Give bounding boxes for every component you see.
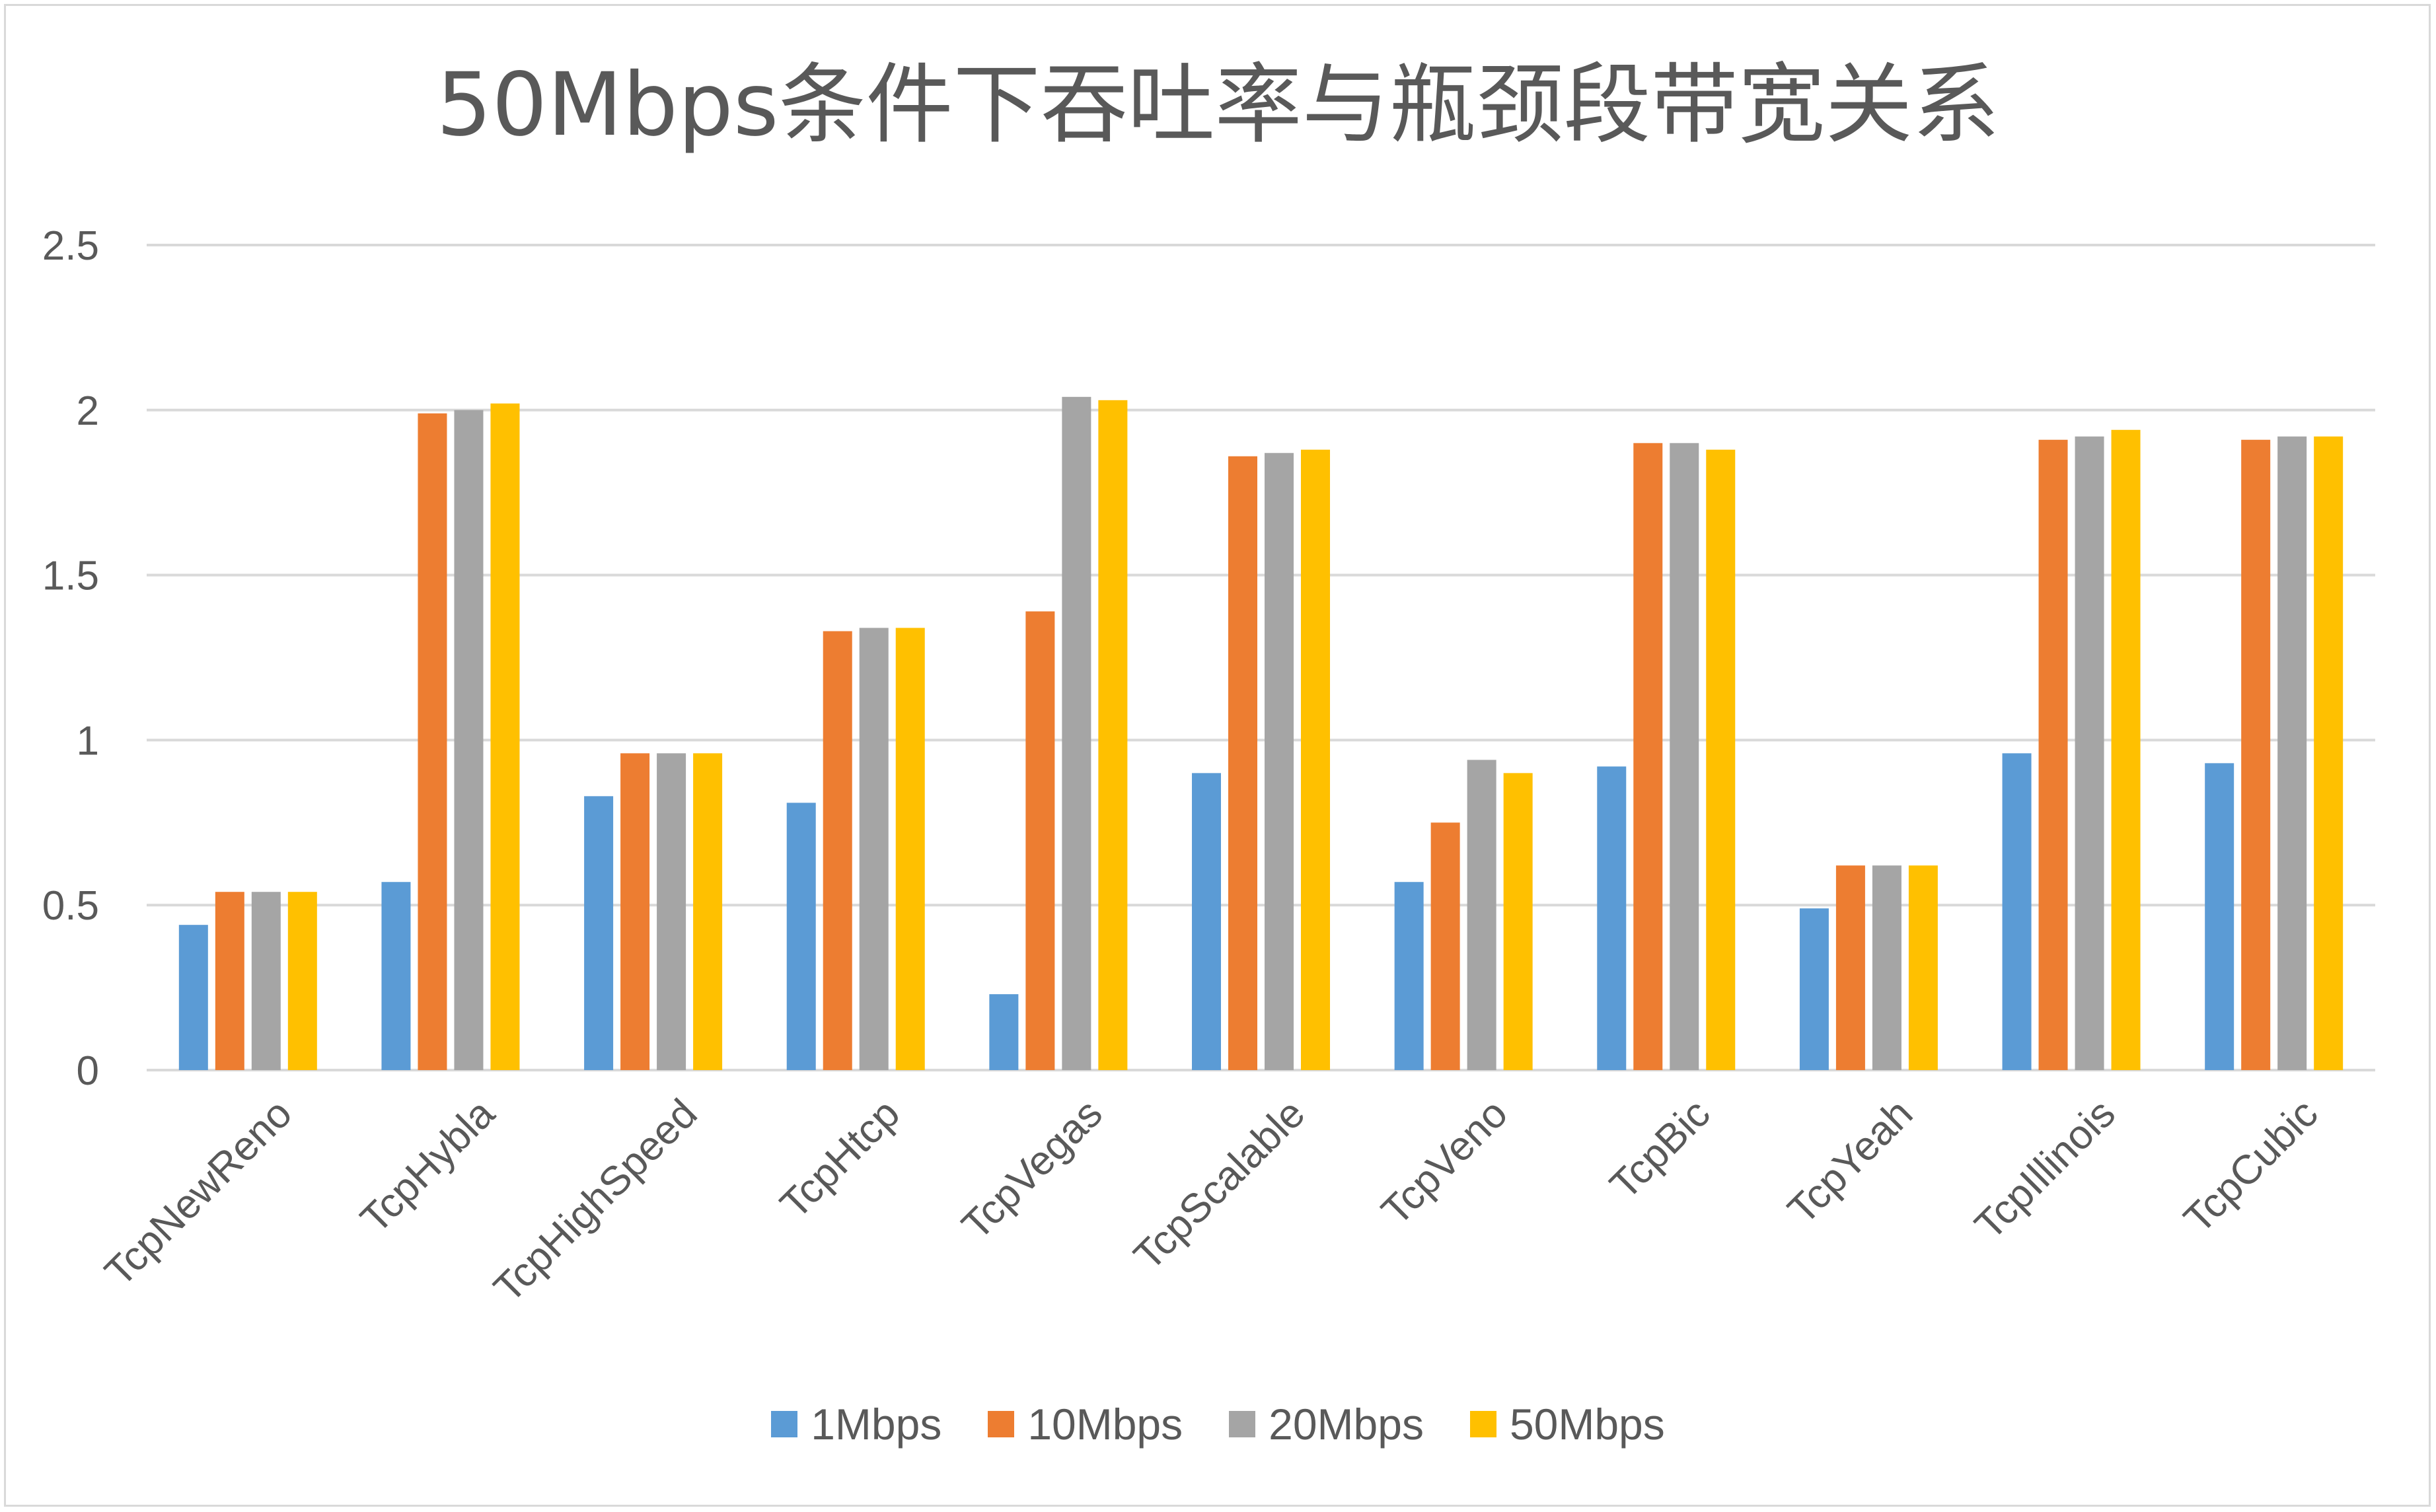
bar-20Mbps-TcpHybla xyxy=(454,410,484,1070)
bar-50Mbps-TcpHighSpeed xyxy=(693,753,723,1070)
legend-swatch xyxy=(1469,1411,1496,1437)
legend-swatch xyxy=(771,1411,798,1437)
bar-1Mbps-TcpVegas xyxy=(989,994,1019,1070)
bar-20Mbps-TcpNewReno xyxy=(251,892,281,1070)
x-tick-label: TcpBic xyxy=(1602,1091,1719,1208)
y-tick-label: 2.5 xyxy=(42,223,99,269)
x-tick-label: TcpCubic xyxy=(2175,1091,2326,1242)
legend-item: 20Mbps xyxy=(1229,1399,1424,1449)
bar-20Mbps-TcpIllinois xyxy=(2075,436,2104,1070)
y-axis-ticks: 0 0.5 1 1.5 2 2.5 xyxy=(42,223,99,1094)
bar-20Mbps-TcpVeno xyxy=(1467,760,1496,1070)
chart-legend: 1Mbps 10Mbps 20Mbps 50Mbps xyxy=(0,1399,2436,1449)
legend-item: 10Mbps xyxy=(988,1399,1183,1449)
bar-1Mbps-TcpHighSpeed xyxy=(584,796,614,1070)
bars xyxy=(178,396,2344,1070)
legend-label: 20Mbps xyxy=(1269,1400,1424,1449)
x-tick-label: TcpIllinois xyxy=(1966,1091,2124,1248)
bar-10Mbps-TcpYeah xyxy=(1835,865,1865,1070)
bar-1Mbps-TcpCubic xyxy=(2205,763,2234,1070)
bar-50Mbps-TcpNewReno xyxy=(287,892,317,1070)
bar-1Mbps-TcpBic xyxy=(1597,766,1627,1070)
bar-1Mbps-TcpIllinois xyxy=(2002,753,2032,1070)
bar-1Mbps-TcpHybla xyxy=(381,882,411,1070)
legend-item: 1Mbps xyxy=(771,1399,941,1449)
bar-50Mbps-TcpVeno xyxy=(1503,773,1533,1070)
x-tick-label: TcpHighSpeed xyxy=(486,1091,706,1311)
y-tick-label: 0.5 xyxy=(42,883,99,929)
bar-1Mbps-TcpScalable xyxy=(1192,773,1221,1070)
x-tick-label: TcpHybla xyxy=(352,1091,503,1242)
bar-1Mbps-TcpNewReno xyxy=(178,925,208,1070)
bar-50Mbps-TcpCubic xyxy=(2314,436,2344,1070)
y-tick-label: 0 xyxy=(77,1048,99,1094)
x-tick-label: TcpHtcp xyxy=(772,1091,908,1227)
x-tick-label: TcpScalable xyxy=(1125,1091,1313,1279)
y-tick-label: 2 xyxy=(77,388,99,434)
bar-1Mbps-TcpYeah xyxy=(1799,908,1829,1070)
legend-label: 50Mbps xyxy=(1509,1400,1665,1449)
legend-label: 1Mbps xyxy=(811,1400,942,1449)
bar-20Mbps-TcpScalable xyxy=(1265,452,1294,1070)
bar-50Mbps-TcpVegas xyxy=(1098,400,1128,1070)
bar-50Mbps-TcpIllinois xyxy=(2111,429,2141,1070)
x-tick-label: TcpYeah xyxy=(1779,1091,1921,1233)
x-tick-label: TcpVegas xyxy=(953,1091,1111,1248)
legend-item: 50Mbps xyxy=(1469,1399,1665,1449)
bar-10Mbps-TcpCubic xyxy=(2241,439,2271,1070)
bar-20Mbps-TcpHtcp xyxy=(859,628,889,1070)
chart-title: 50Mbps条件下吞吐率与瓶颈段带宽关系 xyxy=(436,54,2000,156)
bar-10Mbps-TcpHighSpeed xyxy=(620,753,650,1070)
y-tick-label: 1 xyxy=(77,718,99,764)
bar-10Mbps-TcpVeno xyxy=(1430,822,1460,1070)
bar-10Mbps-TcpHtcp xyxy=(823,631,852,1070)
bar-1Mbps-TcpHtcp xyxy=(786,803,816,1070)
bar-20Mbps-TcpHighSpeed xyxy=(657,753,686,1070)
x-tick-label: TcpNewReno xyxy=(96,1091,301,1295)
legend-swatch xyxy=(988,1411,1015,1437)
bar-10Mbps-TcpNewReno xyxy=(215,892,244,1070)
bar-1Mbps-TcpVeno xyxy=(1394,882,1424,1070)
bar-50Mbps-TcpHtcp xyxy=(895,628,925,1070)
legend-label: 10Mbps xyxy=(1027,1400,1183,1449)
bar-50Mbps-TcpHybla xyxy=(490,403,520,1070)
bar-50Mbps-TcpBic xyxy=(1706,449,1736,1070)
y-tick-label: 1.5 xyxy=(42,554,99,599)
bar-50Mbps-TcpScalable xyxy=(1301,449,1330,1070)
bar-10Mbps-TcpScalable xyxy=(1228,456,1257,1070)
bar-10Mbps-TcpHybla xyxy=(418,413,447,1070)
x-tick-label: TcpVeno xyxy=(1373,1091,1516,1234)
bar-50Mbps-TcpYeah xyxy=(1908,865,1938,1070)
bar-20Mbps-TcpVegas xyxy=(1062,396,1091,1070)
bar-20Mbps-TcpCubic xyxy=(2277,436,2307,1070)
bar-10Mbps-TcpBic xyxy=(1633,443,1663,1070)
bar-20Mbps-TcpYeah xyxy=(1872,865,1901,1070)
bar-20Mbps-TcpBic xyxy=(1670,443,1699,1070)
bar-10Mbps-TcpIllinois xyxy=(2038,439,2068,1070)
legend-swatch xyxy=(1229,1411,1256,1437)
bar-10Mbps-TcpVegas xyxy=(1025,611,1055,1070)
